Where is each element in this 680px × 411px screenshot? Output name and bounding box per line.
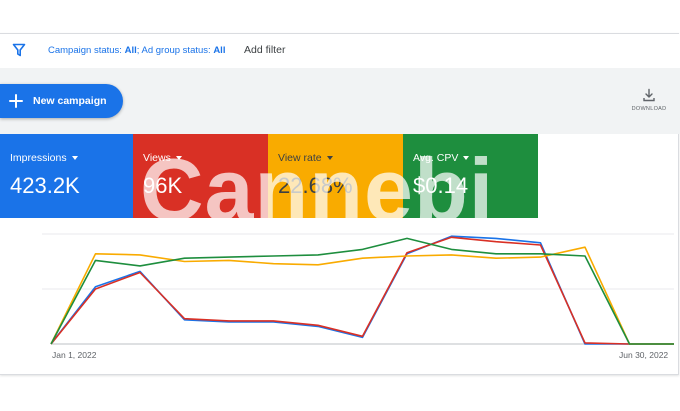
x-axis-start-label: Jan 1, 2022 xyxy=(52,350,97,360)
metric-value-impressions: 423.2K xyxy=(10,173,80,198)
active-filters[interactable]: Campaign status: All; Ad group status: A… xyxy=(48,45,225,56)
metric-label-text: Avg. CPV xyxy=(413,152,459,164)
metric-label-text: Impressions xyxy=(10,152,67,164)
metric-label-impressions[interactable]: Impressions xyxy=(10,152,78,164)
metric-tile-views[interactable]: Views 96K xyxy=(133,134,268,218)
campaign-status-value: All xyxy=(124,45,137,56)
caret-down-icon xyxy=(175,156,182,161)
caret-down-icon xyxy=(71,156,78,161)
caret-down-icon xyxy=(463,156,470,161)
metric-label-view-rate[interactable]: View rate xyxy=(278,152,333,164)
campaign-status-label: Campaign status: xyxy=(48,45,122,56)
chart-series-line-1 xyxy=(50,235,674,345)
download-label: DOWNLOAD xyxy=(631,106,667,112)
new-campaign-button[interactable]: New campaign xyxy=(0,84,123,118)
x-axis-end-label: Jun 30, 2022 xyxy=(619,350,669,360)
filter-bar: Campaign status: All; Ad group status: A… xyxy=(0,34,680,69)
metric-value-views: 96K xyxy=(143,173,183,198)
metric-label-text: Views xyxy=(143,152,171,164)
metric-tile-impressions[interactable]: Impressions 423.2K xyxy=(0,134,133,218)
metric-label-avg-cpv[interactable]: Avg. CPV xyxy=(413,152,470,164)
chart-series-line-3 xyxy=(50,246,674,345)
plus-icon xyxy=(9,94,23,108)
add-filter-button[interactable]: Add filter xyxy=(244,44,286,56)
metric-value-avg-cpv: $0.14 xyxy=(413,173,469,198)
metric-label-text: View rate xyxy=(278,152,322,164)
chart-series-line-4 xyxy=(50,237,674,345)
performance-line-chart xyxy=(42,233,674,345)
metric-label-views[interactable]: Views xyxy=(143,152,182,164)
chart-series-line-2 xyxy=(50,236,674,345)
metric-value-view-rate: 22.68% xyxy=(278,173,353,198)
download-icon xyxy=(643,88,655,102)
ad-group-status-value: All xyxy=(213,45,226,56)
new-campaign-label: New campaign xyxy=(33,95,107,107)
filter-icon[interactable] xyxy=(12,43,26,57)
download-button[interactable]: DOWNLOAD xyxy=(622,88,676,118)
filter-separator: ; xyxy=(136,45,140,56)
caret-down-icon xyxy=(326,156,333,161)
metric-tile-view-rate[interactable]: View rate 22.68% xyxy=(268,134,403,218)
ad-group-status-label: Ad group status: xyxy=(141,45,211,56)
metric-tile-avg-cpv[interactable]: Avg. CPV $0.14 xyxy=(403,134,538,218)
